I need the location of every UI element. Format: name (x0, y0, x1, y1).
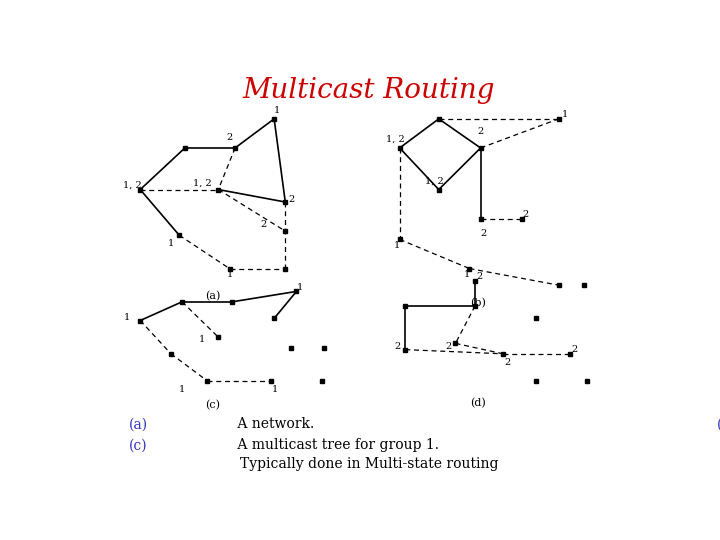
Text: A multicast tree for group 1.: A multicast tree for group 1. (233, 438, 452, 453)
Text: 1: 1 (227, 271, 233, 279)
Text: 2: 2 (523, 210, 528, 219)
Text: 1, 2: 1, 2 (124, 181, 143, 190)
Text: 2: 2 (478, 127, 484, 136)
Text: 1: 1 (464, 271, 470, 279)
Text: 2: 2 (445, 342, 451, 351)
Text: (c): (c) (129, 438, 148, 453)
Text: 2: 2 (260, 220, 266, 230)
Text: 1, 2: 1, 2 (425, 177, 444, 186)
Text: Typically done in Multi-state routing: Typically done in Multi-state routing (240, 457, 498, 471)
Text: A network.: A network. (233, 417, 327, 431)
Text: 1: 1 (297, 283, 302, 292)
Text: (a): (a) (205, 292, 220, 302)
Text: (b): (b) (717, 417, 720, 431)
Text: 2: 2 (476, 272, 482, 281)
Text: 1, 2: 1, 2 (386, 135, 405, 144)
Text: 2: 2 (394, 342, 400, 351)
Text: 1: 1 (199, 335, 205, 344)
Text: 1: 1 (274, 106, 280, 115)
Text: 2: 2 (481, 229, 487, 238)
Text: (b): (b) (470, 298, 486, 308)
Text: (d): (d) (470, 397, 486, 408)
Text: 2: 2 (227, 133, 233, 142)
Text: 1: 1 (394, 241, 400, 250)
Text: 2: 2 (288, 195, 294, 205)
Text: 1: 1 (179, 384, 186, 394)
Text: (a): (a) (129, 417, 148, 431)
Text: 2: 2 (504, 357, 510, 367)
Text: 1: 1 (271, 384, 278, 394)
Text: 1: 1 (124, 313, 130, 322)
Text: 1: 1 (562, 110, 568, 119)
Text: 1, 2: 1, 2 (193, 179, 212, 188)
Text: 2: 2 (571, 345, 577, 354)
Text: Multicast Routing: Multicast Routing (243, 77, 495, 104)
Text: (c): (c) (205, 400, 220, 410)
Text: 1: 1 (168, 239, 174, 248)
